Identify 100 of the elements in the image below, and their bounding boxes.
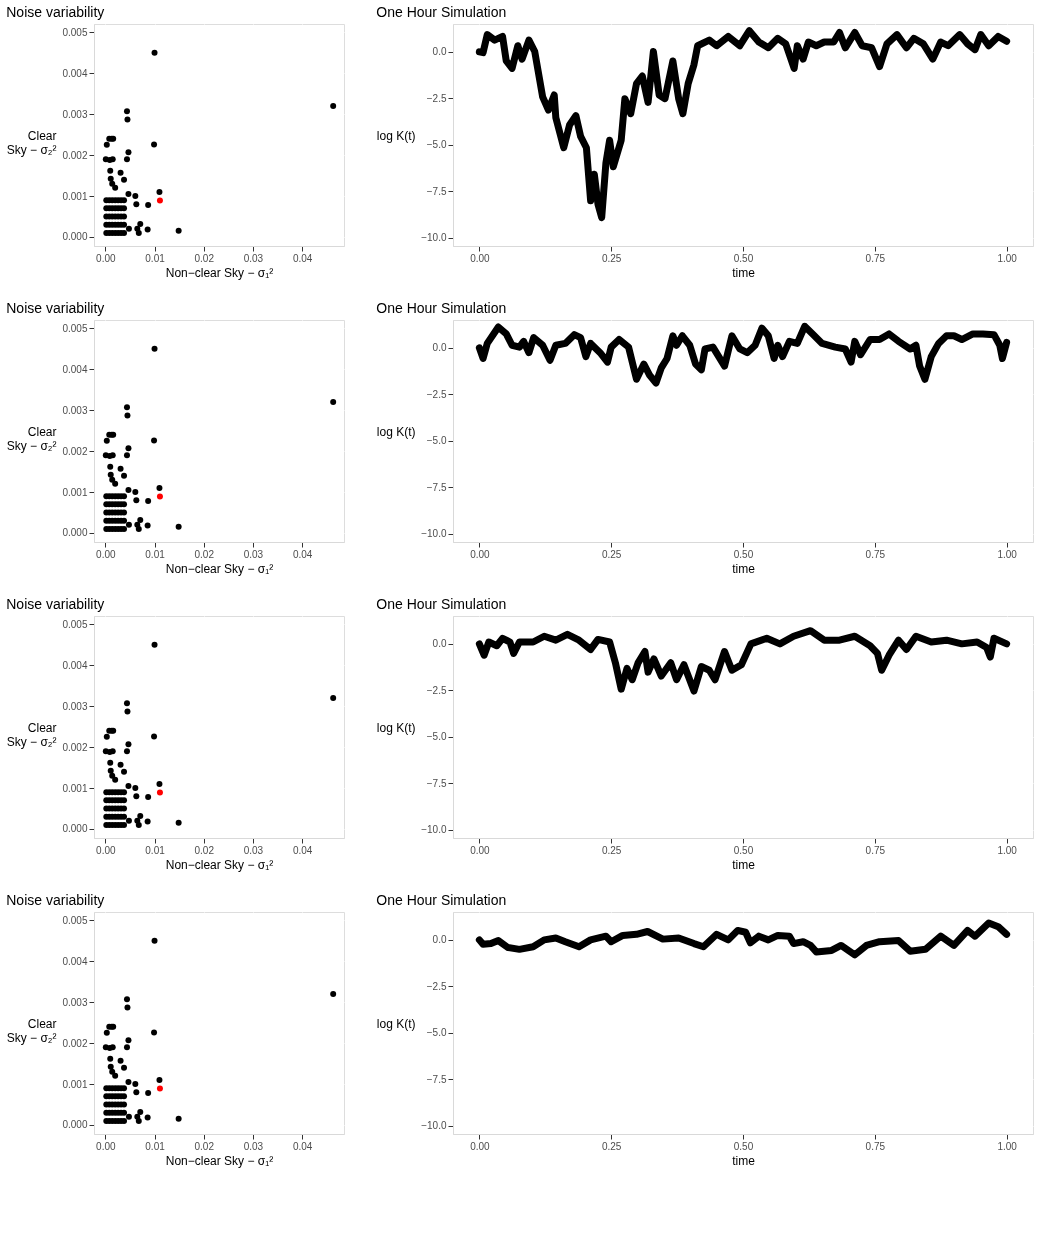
y-tick-label: 0.004 bbox=[62, 659, 88, 671]
y-tick-label: 0.000 bbox=[62, 527, 88, 539]
y-tick-label: −10.0 bbox=[421, 232, 447, 244]
x-tick-label: 0.00 bbox=[96, 1140, 116, 1152]
y-tick-label: −7.5 bbox=[426, 777, 447, 789]
x-tick-label: 0.25 bbox=[601, 252, 622, 264]
x-tick-label: 0.00 bbox=[470, 548, 491, 560]
x-tick-label: 0.00 bbox=[470, 1140, 491, 1152]
y-tick-label: 0.0 bbox=[432, 934, 447, 946]
y-tick-label: −10.0 bbox=[421, 824, 447, 836]
chart-title: Noise variability bbox=[6, 596, 105, 612]
chart-title: One Hour Simulation bbox=[376, 300, 507, 316]
x-tick-label: 0.01 bbox=[145, 1140, 166, 1152]
y-tick-label: 0.0 bbox=[432, 638, 447, 650]
chart-title: One Hour Simulation bbox=[376, 596, 507, 612]
y-tick-label: 0.0 bbox=[432, 46, 447, 58]
y-tick-label: 0.001 bbox=[62, 190, 88, 202]
x-tick-label: 0.50 bbox=[733, 252, 754, 264]
x-tick-label: 0.04 bbox=[292, 844, 313, 856]
y-tick-label: 0.004 bbox=[62, 363, 88, 375]
x-tick-label: 0.00 bbox=[470, 252, 491, 264]
x-tick-label: 0.02 bbox=[194, 844, 215, 856]
y-axis-title: log K(t) bbox=[376, 424, 416, 439]
x-axis-title: time bbox=[732, 265, 756, 280]
y-tick-label: 0.005 bbox=[62, 26, 88, 38]
x-tick-label: 0.01 bbox=[145, 844, 166, 856]
y-tick-label: −2.5 bbox=[426, 684, 447, 696]
y-tick-label: −5.0 bbox=[426, 435, 447, 447]
y-tick-label: −5.0 bbox=[426, 1027, 447, 1039]
x-tick-label: 0.04 bbox=[292, 548, 313, 560]
x-tick-label: 0.03 bbox=[243, 548, 264, 560]
chart-title: One Hour Simulation bbox=[376, 4, 507, 20]
x-tick-label: 0.25 bbox=[601, 548, 622, 560]
x-tick-label: 0.02 bbox=[194, 548, 215, 560]
x-axis-title: Non−clear Sky − σ₁² bbox=[165, 857, 274, 872]
y-axis-title: log K(t) bbox=[376, 1016, 416, 1031]
x-axis-title: time bbox=[732, 1153, 756, 1168]
x-tick-label: 0.75 bbox=[865, 1140, 886, 1152]
x-tick-label: 1.00 bbox=[997, 1140, 1018, 1152]
x-tick-label: 0.25 bbox=[601, 844, 622, 856]
x-tick-label: 1.00 bbox=[997, 252, 1018, 264]
y-tick-label: 0.000 bbox=[62, 823, 88, 835]
y-tick-label: 0.002 bbox=[62, 149, 88, 161]
chart-title: Noise variability bbox=[6, 892, 105, 908]
x-axis-title: Non−clear Sky − σ₁² bbox=[165, 1153, 274, 1168]
y-tick-label: −5.0 bbox=[426, 731, 447, 743]
y-tick-label: 0.0 bbox=[432, 342, 447, 354]
y-tick-label: 0.001 bbox=[62, 486, 88, 498]
y-tick-label: −5.0 bbox=[426, 139, 447, 151]
y-tick-label: 0.003 bbox=[62, 108, 88, 120]
x-tick-label: 0.02 bbox=[194, 1140, 215, 1152]
x-tick-label: 0.03 bbox=[243, 844, 264, 856]
x-axis-title: time bbox=[732, 561, 756, 576]
y-axis-title: Clear Sky − σ₂² bbox=[6, 424, 57, 453]
y-tick-label: 0.005 bbox=[62, 914, 88, 926]
x-tick-label: 0.50 bbox=[733, 548, 754, 560]
x-axis-title: time bbox=[732, 857, 756, 872]
x-tick-label: 0.00 bbox=[470, 844, 491, 856]
y-tick-label: 0.003 bbox=[62, 404, 88, 416]
x-tick-label: 0.01 bbox=[145, 252, 166, 264]
x-tick-label: 1.00 bbox=[997, 844, 1018, 856]
x-tick-label: 0.75 bbox=[865, 548, 886, 560]
y-axis-title: Clear Sky − σ₂² bbox=[6, 128, 57, 157]
y-tick-label: 0.000 bbox=[62, 1119, 88, 1131]
y-axis-title: Clear Sky − σ₂² bbox=[6, 720, 57, 749]
x-tick-label: 0.75 bbox=[865, 844, 886, 856]
y-tick-label: 0.005 bbox=[62, 618, 88, 630]
x-axis-title: Non−clear Sky − σ₁² bbox=[165, 265, 274, 280]
x-tick-label: 0.50 bbox=[733, 844, 754, 856]
chart-title: Noise variability bbox=[6, 4, 105, 20]
chart-title: One Hour Simulation bbox=[376, 892, 507, 908]
y-tick-label: 0.002 bbox=[62, 445, 88, 457]
x-tick-label: 0.03 bbox=[243, 252, 264, 264]
x-tick-label: 0.75 bbox=[865, 252, 886, 264]
y-tick-label: −10.0 bbox=[421, 528, 447, 540]
y-axis-title: log K(t) bbox=[376, 128, 416, 143]
y-tick-label: −2.5 bbox=[426, 388, 447, 400]
x-tick-label: 1.00 bbox=[997, 548, 1018, 560]
y-tick-label: 0.002 bbox=[62, 1037, 88, 1049]
x-tick-label: 0.00 bbox=[96, 844, 116, 856]
y-tick-label: 0.004 bbox=[62, 955, 88, 967]
y-tick-label: −2.5 bbox=[426, 980, 447, 992]
y-axis-title: Clear Sky − σ₂² bbox=[6, 1016, 57, 1045]
x-tick-label: 0.04 bbox=[292, 252, 313, 264]
x-tick-label: 0.01 bbox=[145, 548, 166, 560]
y-tick-label: 0.002 bbox=[62, 741, 88, 753]
x-tick-label: 0.50 bbox=[733, 1140, 754, 1152]
x-tick-label: 0.00 bbox=[96, 548, 116, 560]
x-tick-label: 0.03 bbox=[243, 1140, 264, 1152]
y-tick-label: 0.001 bbox=[62, 1078, 88, 1090]
y-tick-label: 0.004 bbox=[62, 67, 88, 79]
y-tick-label: 0.003 bbox=[62, 700, 88, 712]
chart-title: Noise variability bbox=[6, 300, 105, 316]
x-tick-label: 0.02 bbox=[194, 252, 215, 264]
y-tick-label: 0.001 bbox=[62, 782, 88, 794]
y-tick-label: −10.0 bbox=[421, 1120, 447, 1132]
y-tick-label: −7.5 bbox=[426, 185, 447, 197]
y-tick-label: −7.5 bbox=[426, 481, 447, 493]
y-tick-label: 0.000 bbox=[62, 231, 88, 243]
x-tick-label: 0.00 bbox=[96, 252, 116, 264]
